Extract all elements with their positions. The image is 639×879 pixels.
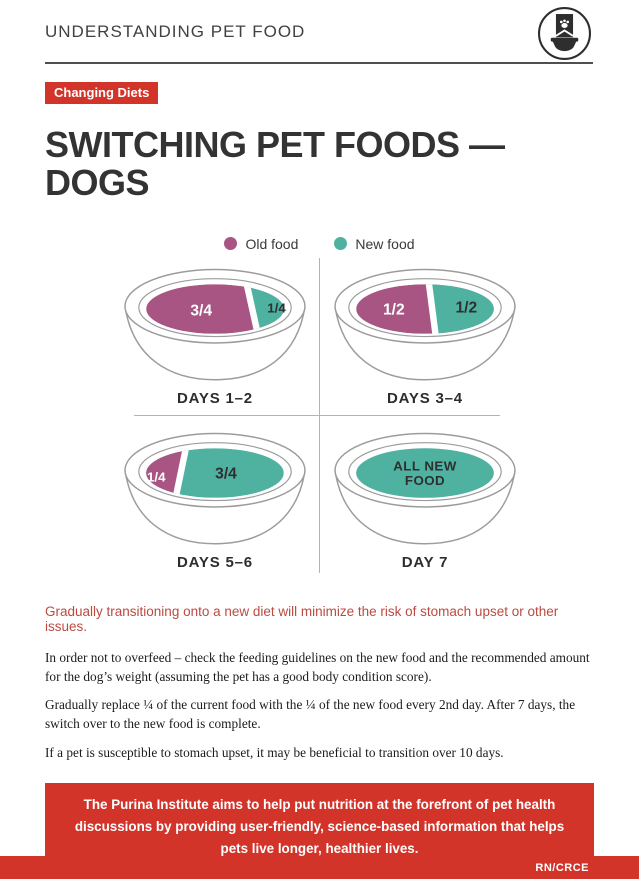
bowl-illustration-days-3-4: 1/2 1/2 [334,268,516,381]
legend-item-new-food: New food [334,235,415,252]
all-new-food-label: ALL NEW FOOD [393,458,457,488]
header-title: UNDERSTANDING PET FOOD [45,22,306,41]
fraction-label-old: 1/4 [147,469,166,484]
bowl-illustration-days-5-6: 1/4 3/4 [124,432,306,545]
horizontal-divider [134,414,500,416]
bowl-days-5-6: 1/4 3/4 DAYS 5–6 [110,416,320,571]
bowl-day-label: DAY 7 [401,553,449,571]
pet-food-bag-and-bowl-icon [537,6,592,60]
bowl-days-3-4: 1/2 1/2 DAYS 3–4 [320,264,530,416]
bowl-days-1-2: 3/4 1/4 DAYS 1–2 [110,264,320,416]
header: UNDERSTANDING PET FOOD [0,0,639,61]
paragraph: Gradually replace ¼ of the current food … [45,697,576,732]
intro-sentence: Gradually transitioning onto a new diet … [45,603,559,634]
legend-label-new: New food [355,235,415,252]
topic-badge: Changing Diets [45,82,159,104]
bottom-bar: RN/CRCE [0,856,639,879]
new-food-dot-icon [334,237,348,251]
bowl-illustration-days-1-2: 3/4 1/4 [124,268,306,381]
body-copy: In order not to overfeed – check the fee… [45,648,594,762]
fraction-label-new: 3/4 [215,465,237,482]
bowl-day-7: ALL NEW FOOD DAY 7 [320,416,530,571]
legend-label-old: Old food [245,235,299,252]
fraction-label-old: 3/4 [190,302,212,319]
fraction-label-old: 1/2 [383,301,405,318]
old-food-dot-icon [224,237,238,251]
paragraph: In order not to overfeed – check the fee… [45,649,590,684]
header-divider [45,62,593,64]
fraction-label-new: 1/2 [455,299,477,316]
bowl-illustration-day-7: ALL NEW FOOD [334,432,516,545]
legend-item-old-food: Old food [224,236,298,252]
legend: Old food New food [0,236,639,252]
bowl-diagram-grid: 3/4 1/4 DAYS 1–2 1/2 1/2 DAYS 3–4 [110,257,530,573]
bowl-day-label: DAYS 1–2 [177,389,253,407]
bowl-day-label: DAYS 3–4 [387,389,463,407]
document-code: RN/CRCE [535,861,589,874]
bowl-day-label: DAYS 5–6 [177,553,253,571]
fraction-label-new: 1/4 [267,300,286,315]
page-title: SWITCHING PET FOODS — DOGS [45,124,505,203]
paragraph: If a pet is susceptible to stomach upset… [45,744,504,760]
